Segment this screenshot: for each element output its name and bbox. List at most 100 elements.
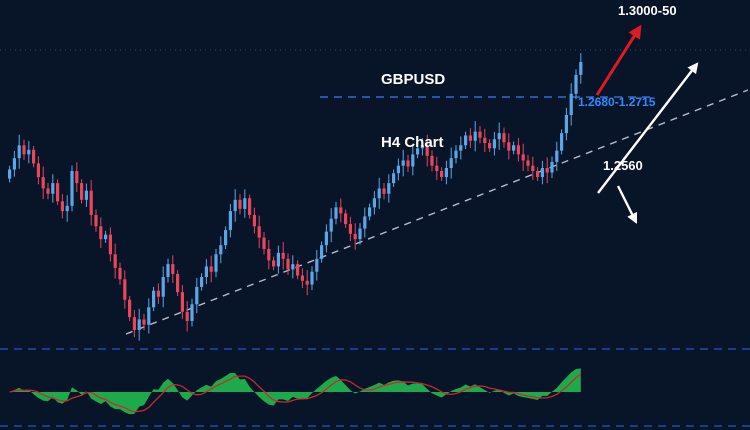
candle-body	[339, 207, 343, 214]
candle-body	[516, 145, 520, 155]
candle-body	[286, 258, 290, 270]
candle-body	[492, 139, 496, 149]
candle-body	[228, 211, 232, 231]
candle-body	[104, 234, 108, 240]
oscillator-layer	[8, 368, 582, 415]
candle-body	[176, 273, 180, 293]
candle-body	[387, 183, 391, 194]
candle-body	[200, 277, 204, 287]
annotations-layer	[595, 24, 699, 224]
candle-body	[99, 226, 103, 240]
candle-body	[368, 207, 372, 217]
candle-body	[454, 150, 458, 159]
candle-body	[262, 237, 266, 250]
candle-body	[180, 292, 184, 312]
candle-body	[84, 190, 88, 200]
candle-body	[147, 307, 151, 325]
upside-target-label: 1.3000-50	[618, 3, 677, 18]
candle-body	[118, 267, 122, 280]
candle-body	[531, 165, 535, 172]
candle-body	[444, 167, 448, 178]
candle-body	[36, 163, 40, 178]
candle-body	[440, 171, 444, 178]
candle-body	[204, 266, 208, 278]
candles-layer	[8, 53, 583, 341]
candle-body	[233, 199, 237, 212]
candle-body	[377, 188, 381, 199]
candle-body	[291, 264, 295, 270]
candle-body	[449, 158, 453, 168]
candle-body	[353, 233, 357, 240]
candle-body	[507, 142, 511, 151]
candle-body	[252, 214, 256, 227]
candle-body	[8, 169, 12, 179]
candle-body	[75, 171, 79, 184]
candle-body	[248, 198, 252, 215]
candle-body	[411, 154, 415, 167]
candle-body	[569, 93, 573, 115]
candle-body	[65, 205, 69, 212]
timeframe-label: H4 Chart	[381, 134, 444, 151]
candle-body	[512, 145, 516, 151]
candle-body	[396, 165, 400, 174]
candle-body	[406, 160, 410, 167]
candle-body	[219, 245, 223, 255]
candle-body	[488, 143, 492, 149]
candle-body	[257, 226, 261, 238]
candle-body	[209, 266, 213, 272]
candle-body	[238, 199, 242, 209]
candle-body	[17, 145, 21, 159]
candle-body	[161, 277, 165, 297]
candle-body	[12, 158, 16, 170]
candle-body	[459, 145, 463, 151]
candle-body	[416, 148, 420, 155]
symbol-label: GBPUSD	[381, 71, 446, 88]
candle-body	[435, 165, 439, 172]
bullish-scenario-arrow	[597, 62, 699, 194]
candle-body	[560, 133, 564, 151]
candle-body	[195, 286, 199, 305]
candle-body	[344, 213, 348, 225]
candle-body	[425, 145, 429, 156]
candle-body	[310, 271, 314, 285]
candle-body	[142, 319, 146, 325]
resistance-zone-label: 1.2680-1.2715	[578, 95, 656, 109]
candle-body	[185, 311, 189, 321]
candle-body	[464, 135, 468, 146]
candle-body	[296, 264, 300, 276]
candle-body	[483, 137, 487, 144]
candle-body	[564, 114, 568, 134]
candle-body	[132, 317, 136, 331]
oscillator-area	[8, 368, 581, 415]
candle-body	[46, 188, 50, 194]
candle-body	[214, 254, 218, 272]
chart-title: GBPUSD H4 Chart	[381, 27, 445, 195]
candle-body	[190, 304, 194, 321]
bearish-scenario-arrow	[616, 185, 638, 224]
candle-body	[128, 299, 132, 318]
candle-body	[363, 216, 367, 229]
candle-body	[41, 177, 45, 189]
candle-body	[545, 167, 549, 173]
candle-body	[166, 264, 170, 278]
candle-body	[320, 245, 324, 259]
candle-body	[171, 264, 175, 274]
candle-body	[60, 201, 64, 212]
candle-body	[478, 131, 482, 138]
candle-body	[358, 228, 362, 240]
candle-body	[521, 154, 525, 161]
candle-body	[334, 207, 338, 219]
red-breakout-arrow	[595, 24, 642, 96]
candle-body	[156, 290, 160, 297]
candle-body	[113, 254, 117, 268]
candle-body	[94, 214, 98, 227]
candle-body	[272, 260, 276, 267]
candle-body	[137, 319, 141, 331]
candle-body	[300, 275, 304, 281]
candle-body	[555, 150, 559, 162]
candle-body	[123, 279, 127, 300]
candle-body	[468, 135, 472, 141]
candle-body	[420, 145, 424, 149]
